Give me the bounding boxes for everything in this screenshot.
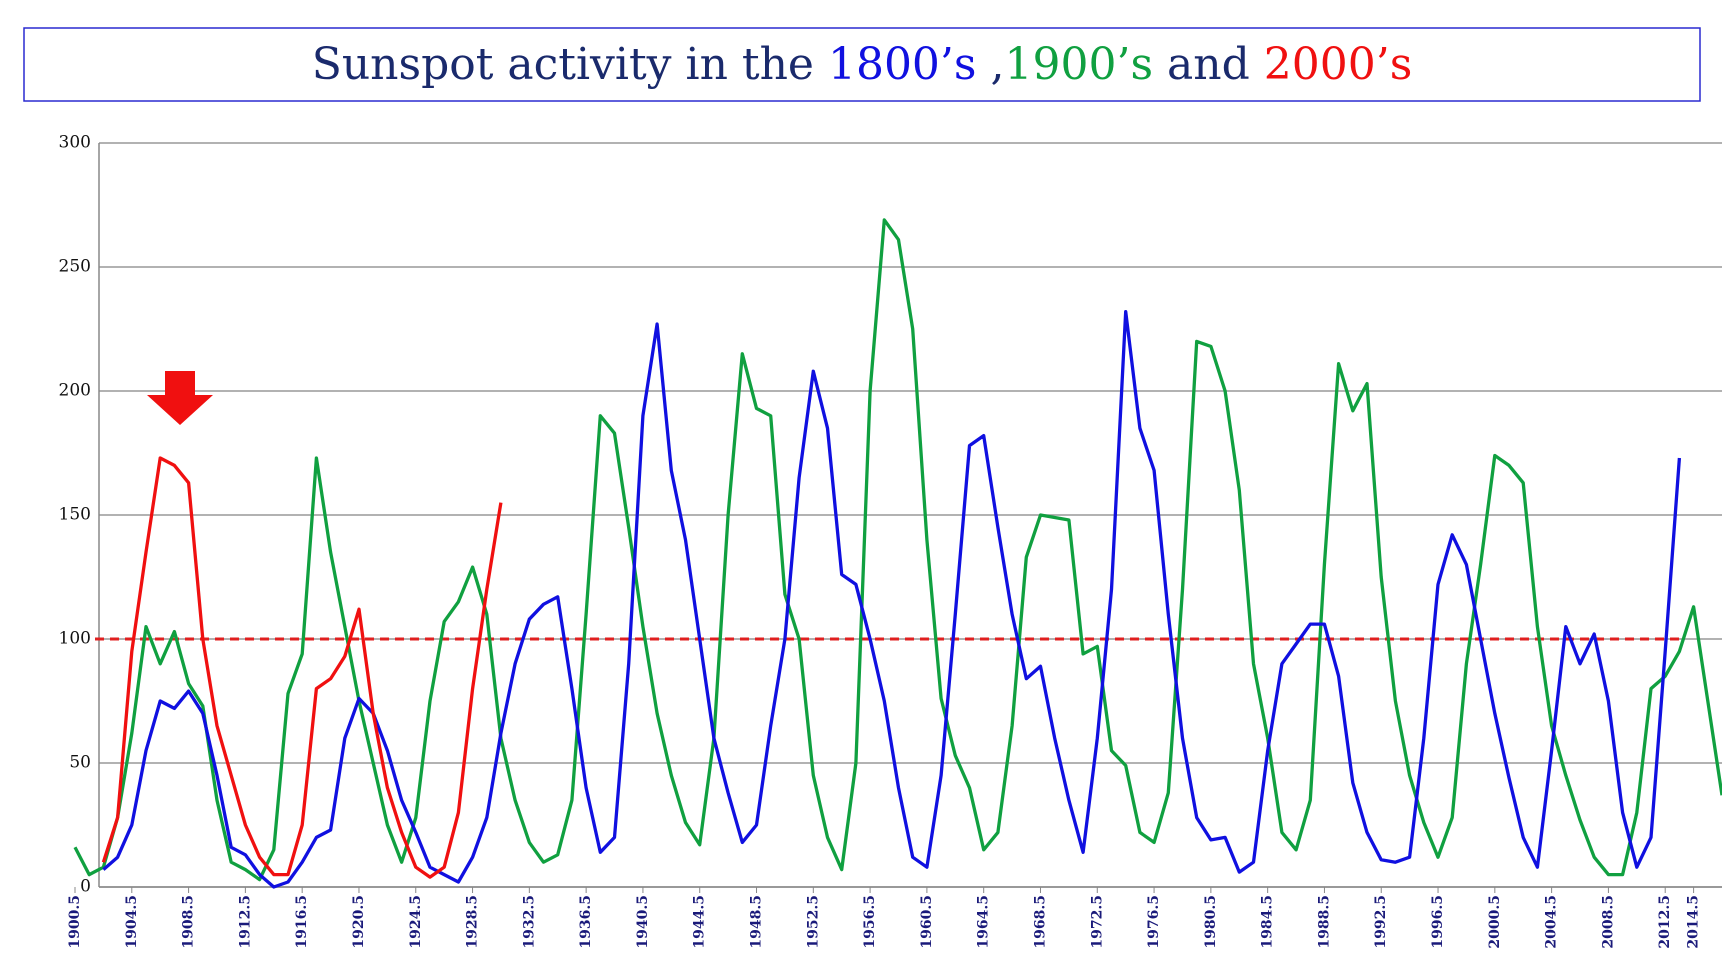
series-line [101, 456, 503, 879]
x-tick-label: 1916.5 [294, 895, 310, 949]
series-line [73, 218, 1722, 882]
legend-entry: 1900’s [1004, 39, 1153, 90]
y-tick-label: 300 [59, 133, 91, 153]
y-tick-label: 250 [59, 257, 91, 277]
arrow-marker [147, 371, 213, 425]
x-tick-label: 1900.5 [67, 895, 83, 949]
x-tick-label: 1928.5 [465, 895, 481, 949]
x-tick-label: 1932.5 [521, 895, 537, 949]
x-tick-label: 1936.5 [578, 895, 594, 949]
x-tick-label: 1924.5 [408, 895, 424, 949]
x-tick-label: 2014.5 [1686, 895, 1702, 949]
x-tick-label: 1992.5 [1373, 895, 1389, 949]
y-tick-label: 50 [69, 753, 91, 773]
x-tick-label: 1988.5 [1316, 895, 1332, 949]
y-tick-label: 100 [59, 629, 91, 649]
x-tick-label: 2008.5 [1600, 895, 1616, 949]
chart-title: Sunspot activity in the 1800’s ,1900’s a… [312, 39, 1413, 90]
x-tick-label: 1980.5 [1203, 895, 1219, 949]
x-tick-label: 1984.5 [1260, 895, 1276, 949]
x-tick-label: 1904.5 [124, 895, 140, 949]
x-tick-label: 1944.5 [692, 895, 708, 949]
y-tick-label: 0 [80, 877, 91, 897]
x-tick-label: 1976.5 [1146, 895, 1162, 949]
x-tick-label: 1948.5 [749, 895, 765, 949]
x-tick-label: 2012.5 [1657, 895, 1673, 949]
x-tick-label: 2004.5 [1544, 895, 1560, 949]
x-tick-label: 1960.5 [919, 895, 935, 949]
x-tick-label: 1956.5 [862, 895, 878, 949]
x-tick-label: 1908.5 [181, 895, 197, 949]
legend-entry: 2000’s [1264, 39, 1413, 90]
legend-entry: 1800’s [828, 39, 977, 90]
x-tick-label: 1920.5 [351, 895, 367, 949]
x-tick-label: 1912.5 [237, 895, 253, 949]
x-tick-label: 1968.5 [1032, 895, 1048, 949]
x-tick-label: 1940.5 [635, 895, 651, 949]
x-tick-label: 1952.5 [805, 895, 821, 949]
x-tick-label: 2000.5 [1487, 895, 1503, 949]
x-tick-label: 1964.5 [976, 895, 992, 949]
title-part: Sunspot activity in the [312, 39, 828, 90]
title-part: and [1153, 39, 1264, 90]
series-line [102, 309, 1682, 889]
x-tick-label: 1996.5 [1430, 895, 1446, 949]
title-part: , [977, 39, 1005, 90]
y-tick-label: 150 [59, 505, 91, 525]
y-tick-label: 200 [59, 381, 91, 401]
title-box [23, 27, 1701, 102]
x-tick-label: 1972.5 [1089, 895, 1105, 949]
